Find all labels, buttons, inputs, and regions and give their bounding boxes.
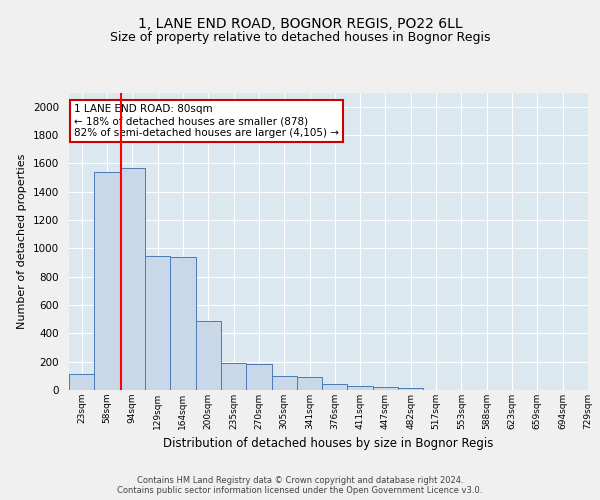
Bar	[221, 363, 246, 390]
Y-axis label: Number of detached properties: Number of detached properties	[17, 154, 28, 329]
Bar	[196, 320, 221, 390]
Text: 1 LANE END ROAD: 80sqm
← 18% of detached houses are smaller (878)
82% of semi-de: 1 LANE END ROAD: 80sqm ← 18% of detached…	[74, 104, 339, 138]
Bar	[322, 384, 347, 390]
Bar	[272, 376, 297, 390]
Bar	[94, 172, 119, 390]
Bar	[297, 376, 322, 390]
Text: 1, LANE END ROAD, BOGNOR REGIS, PO22 6LL: 1, LANE END ROAD, BOGNOR REGIS, PO22 6LL	[137, 18, 463, 32]
Bar	[119, 168, 145, 390]
Bar	[69, 374, 94, 390]
Bar	[145, 256, 170, 390]
Bar	[246, 364, 272, 390]
Bar	[347, 386, 373, 390]
Bar	[170, 257, 196, 390]
X-axis label: Distribution of detached houses by size in Bognor Regis: Distribution of detached houses by size …	[163, 438, 494, 450]
Bar	[373, 387, 398, 390]
Bar	[398, 388, 424, 390]
Text: Contains HM Land Registry data © Crown copyright and database right 2024.
Contai: Contains HM Land Registry data © Crown c…	[118, 476, 482, 495]
Text: Size of property relative to detached houses in Bognor Regis: Size of property relative to detached ho…	[110, 31, 490, 44]
